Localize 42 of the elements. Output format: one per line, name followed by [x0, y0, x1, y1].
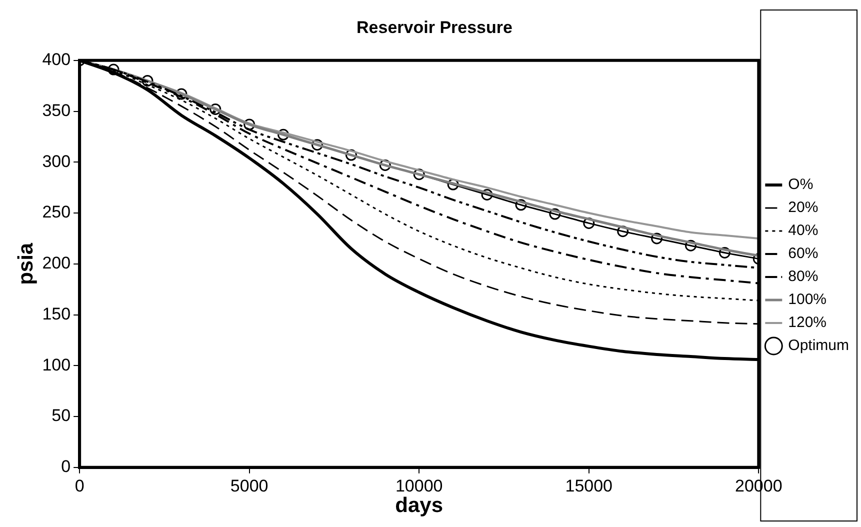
y-tick-label: 350: [42, 100, 71, 120]
point: [515, 199, 527, 211]
x-tick-label: 0: [74, 476, 84, 496]
x-tick-label: 15000: [565, 476, 613, 496]
point: [413, 168, 425, 180]
y-tick-label: 50: [52, 406, 71, 426]
legend-label: O%: [788, 176, 814, 194]
y-tick-label: 250: [42, 202, 71, 222]
point: [108, 64, 120, 76]
point: [651, 232, 663, 244]
point: [176, 88, 188, 100]
legend-label: 100%: [788, 291, 827, 308]
point: [311, 139, 323, 151]
y-tick-label: 300: [42, 152, 71, 171]
legend-label: 80%: [788, 268, 818, 286]
legend-label: Optimum: [788, 337, 849, 354]
x-axis-title: days: [395, 494, 444, 518]
point: [718, 246, 730, 258]
legend-label: 20%: [788, 199, 818, 216]
y-tick-label: 200: [42, 254, 71, 273]
x-tick-label: 10000: [395, 476, 443, 496]
point: [244, 118, 256, 130]
point: [685, 240, 696, 252]
y-tick-label: 0: [61, 457, 71, 476]
point: [142, 75, 154, 86]
legend-label: 40%: [788, 222, 818, 240]
legend-label: 60%: [788, 245, 818, 262]
point: [549, 208, 561, 220]
y-tick-label: 100: [42, 355, 71, 374]
point: [583, 217, 595, 229]
x-tick-label: 5000: [230, 476, 268, 496]
point: [345, 149, 357, 161]
y-axis-title: psia: [14, 242, 38, 285]
y-tick-label: 150: [42, 304, 71, 324]
point: [447, 178, 459, 190]
point: [210, 103, 222, 115]
point: [617, 226, 629, 238]
y-tick-label: 400: [42, 50, 71, 70]
point: [481, 188, 493, 200]
chart-title: Reservoir Pressure: [356, 18, 512, 37]
point: [379, 159, 391, 171]
legend-label: 120%: [788, 314, 827, 332]
